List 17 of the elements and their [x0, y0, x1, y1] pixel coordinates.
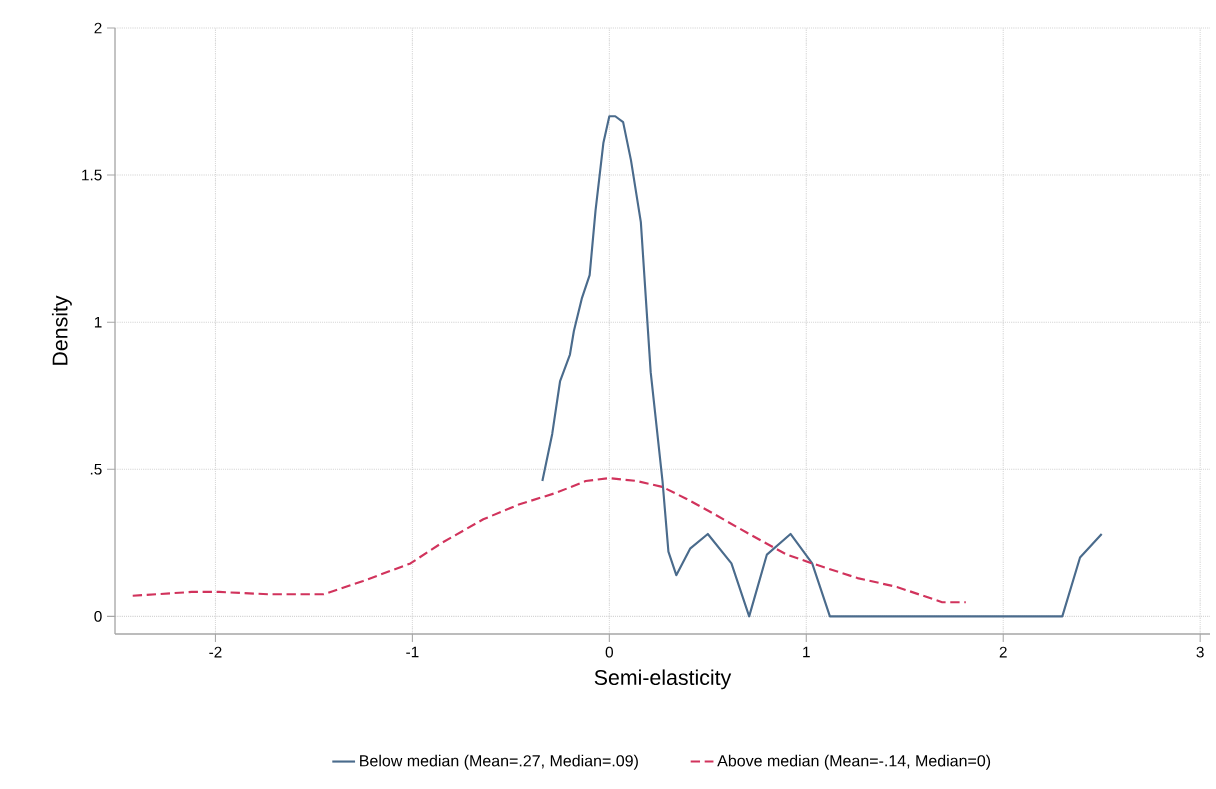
- x-axis-title: Semi-elasticity: [594, 669, 732, 690]
- legend-label: Below median (Mean=.27, Median=.09): [360, 754, 638, 770]
- y-tick-label: 1: [94, 316, 102, 328]
- y-axis-title: Density: [51, 295, 72, 365]
- x-tick-label: 1: [803, 646, 810, 658]
- y-tick-label: 1.5: [82, 169, 102, 181]
- legend-label: Above median (Mean=-.14, Median=0): [717, 754, 991, 770]
- line-series: [541, 115, 1103, 618]
- y-tick-label: .5: [90, 463, 102, 475]
- x-tick-label: -2: [209, 646, 222, 658]
- y-tick-label: 0: [94, 610, 102, 622]
- x-tick-label: -1: [406, 646, 419, 658]
- x-tick-label: 0: [605, 646, 613, 658]
- y-tick-label: 2: [94, 22, 102, 34]
- x-tick-label: 2: [999, 646, 1007, 658]
- x-tick-label: 3: [1196, 646, 1204, 658]
- line-series: [131, 477, 967, 604]
